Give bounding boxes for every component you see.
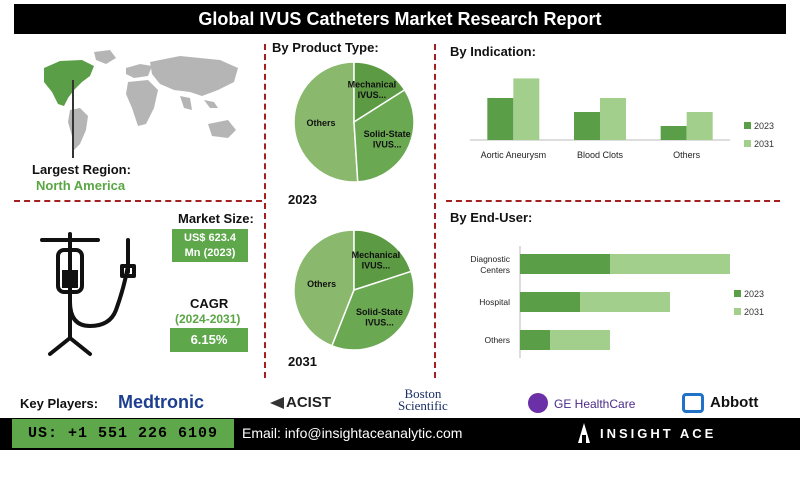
ge-logo-mark [528,393,548,413]
indication-legend-label: 2031 [754,139,774,149]
ge-healthcare-logo: GE HealthCare [554,397,636,411]
end-user-legend-label: 2031 [744,307,764,317]
pie-label-1: Mechanical IVUS... [352,250,401,270]
iv-drip-icon [40,232,136,356]
indication-bar-0-0 [487,98,514,140]
boston-scientific-logo: Boston Scientific [398,386,448,413]
end-user-bar-chart: Diagnostic Centers Hospital Others 2023 2031 [470,246,764,358]
end-user-heading: By End-User: [450,210,533,225]
end-user-bar-2-0 [520,330,550,350]
pie-label-2: Solid-State IVUS... [364,129,411,149]
end-user-bar-2-1 [550,330,610,350]
pie-slice-2 [330,270,415,351]
indication-bar-chart: Aortic Aneurysm Blood Clots Others 2023 2031 [470,78,774,160]
medtronic-logo: Medtronic [118,392,205,412]
abbott-logo-mark [682,393,704,413]
pie-chart-2023: Others Mechanical IVUS... Solid-State IVUS..… [293,61,415,183]
cagr-period: (2024-2031) [175,312,241,326]
end-user-bar-0-0 [520,254,610,274]
indication-category-label: Blood Clots [577,150,624,160]
indication-bar-0-1 [513,78,540,140]
brand-name: INSIGHT ACE ANALYTIC [600,426,717,470]
boston-scientific-line1: Boston [404,386,442,401]
market-size-label: Market Size: [178,211,254,226]
end-user-bar-0-1 [610,254,730,274]
pie-year-2023: 2023 [288,192,317,207]
indication-legend-swatch [744,140,751,147]
divider-left [264,44,266,378]
indication-bar-1-1 [600,98,626,140]
pie-label-2: Solid-State IVUS... [356,307,403,327]
pie-slice-0 [293,61,359,183]
acist-logo: ACIST [286,394,331,411]
indication-bar-2-0 [660,126,687,140]
email-contact[interactable]: Email: info@insightaceanalytic.com [242,425,463,441]
end-user-legend-swatch [734,308,741,315]
boston-scientific-line2: Scientific [398,398,448,413]
pie-chart-2031: Others Mechanical IVUS... Solid-State IVUS..… [293,229,415,351]
pie-slice-2 [353,88,415,183]
pie-label-1: Mechanical IVUS... [348,79,397,99]
end-user-category-label: Diagnostic Centers [470,254,510,275]
end-user-legend-swatch [734,290,741,297]
north-america-shape [44,60,94,106]
end-user-category-label: Hospital [479,297,510,307]
page-title: Global IVUS Catheters Market Research Re… [14,4,786,34]
indication-heading: By Indication: [450,44,536,59]
pie-slice-1 [353,229,413,292]
abbott-logo: Abbott [710,394,759,411]
world-map [44,50,238,150]
end-user-legend-label: 2023 [744,289,764,299]
iv-bag-fill [62,270,78,288]
product-type-heading: By Product Type: [272,40,379,55]
cagr-label: CAGR [190,296,229,311]
phone-number[interactable]: US: +1 551 226 6109 [12,419,234,448]
indication-bar-1-0 [574,112,600,140]
indication-legend-swatch [744,122,751,129]
pie-slice-1 [353,61,406,124]
largest-region-label: Largest Region: [32,162,131,177]
end-user-bar-1-1 [580,292,670,312]
region-pointer-line [72,80,74,158]
pie-year-2031: 2031 [288,354,317,369]
pie-slice-0 [293,229,355,347]
indication-bar-2-1 [686,112,713,140]
indication-category-label: Aortic Aneurysm [481,150,547,160]
cagr-value-box: 6.15% [170,328,248,352]
divider-left-horizontal [14,200,262,202]
key-players-label: Key Players: [20,396,99,411]
acist-logo-mark [270,396,284,409]
divider-right-horizontal [446,200,780,202]
market-size-value-box: US$ 623.4 Mn (2023) [172,229,248,262]
largest-region-value: North America [36,178,126,193]
pie-label-0: Others [307,279,336,289]
indication-legend-label: 2023 [754,121,774,131]
end-user-bar-1-0 [520,292,580,312]
market-size-value-line1: US$ 623.4 [184,232,236,244]
end-user-category-label: Others [484,335,510,345]
divider-right [434,44,436,378]
market-size-value-line2: Mn (2023) [184,247,236,259]
brand-logo-icon [578,423,590,443]
indication-category-label: Others [673,150,701,160]
pie-label-0: Others [307,118,336,128]
